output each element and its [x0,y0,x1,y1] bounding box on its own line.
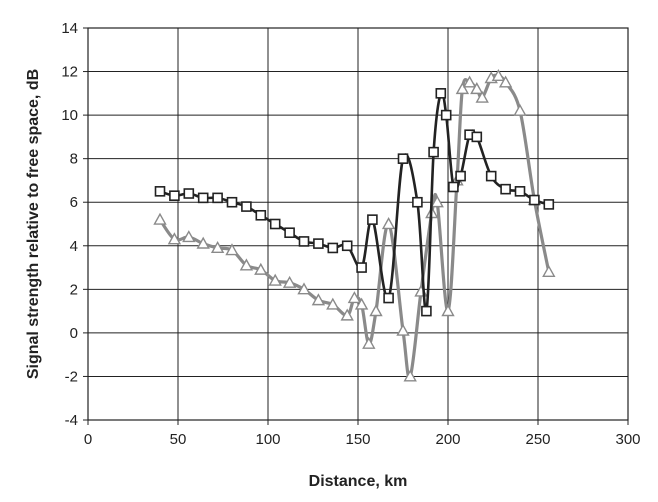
square-marker [383,292,394,304]
triangle-marker [196,236,210,249]
y-tick-label: 6 [70,194,78,211]
triangle-marker [340,308,354,321]
x-tick-label: 300 [615,431,640,448]
triangle-marker [182,230,196,243]
square-marker [435,88,447,99]
y-tick-label: 4 [70,238,78,255]
triangle-marker [254,262,268,275]
square-marker [412,196,423,208]
triangle-marker [430,195,444,208]
y-tick-label: 8 [70,151,78,168]
series-triangle [153,68,556,382]
square-marker [529,194,540,206]
y-tick-label: 12 [61,64,78,81]
triangle-marker [347,291,362,304]
square-marker [212,192,223,204]
square-marker [298,236,310,247]
square-marker [421,305,432,317]
square-marker [448,181,459,193]
triangle-marker [470,82,484,95]
square-marker [255,209,267,221]
series-square [154,88,555,317]
square-marker [284,227,295,239]
triangle-marker [362,336,376,349]
triangle-marker [239,258,254,271]
square-marker [197,192,209,204]
square-marker [367,214,378,225]
triangle-marker [326,297,340,310]
y-tick-label: -4 [65,412,78,429]
triangle-marker [542,264,556,278]
square-marker [356,262,367,273]
square-marker [428,146,439,158]
triangle-marker [498,75,513,88]
square-marker [169,190,180,201]
y-tick-label: -2 [65,368,78,385]
triangle-marker [297,282,311,295]
square-marker [543,199,555,210]
square-marker [183,188,195,199]
triangle-marker [225,243,239,256]
x-tick-label: 50 [170,431,187,448]
y-tick-label: 10 [61,107,78,124]
square-marker [327,242,339,254]
x-tick-label: 250 [525,431,550,448]
triangle-marker [513,103,527,116]
square-marker [500,183,511,195]
triangle-marker [491,68,506,82]
square-marker [226,196,238,208]
y-axis-title: Signal strength relative to free space, … [25,69,42,379]
x-tick-label: 0 [84,431,92,448]
square-marker [341,240,353,252]
square-marker [397,153,409,164]
square-marker [485,170,497,182]
square-marker [514,186,526,197]
y-tick-label: 0 [70,325,78,342]
triangle-marker [441,304,455,317]
triangle-marker [455,82,470,95]
x-tick-label: 150 [345,431,370,448]
y-tick-label: 2 [70,281,78,298]
square-marker [455,170,466,182]
x-tick-label: 100 [255,431,280,448]
x-tick-label: 200 [435,431,460,448]
triangle-marker [381,217,396,230]
square-marker [440,109,452,121]
square-marker [269,218,281,230]
triangle-marker [153,212,167,225]
triangle-marker [210,241,225,254]
square-marker [471,131,483,143]
triangle-marker [282,275,297,288]
square-marker [313,238,324,249]
x-axis-title: Distance, km [309,473,408,490]
triangle-marker [396,323,410,336]
data-series [153,68,556,382]
square-marker [154,186,166,197]
triangle-marker [268,273,282,286]
triangle-marker [311,293,326,306]
square-marker [241,201,252,212]
triangle-marker [354,297,369,310]
y-tick-label: 14 [61,20,78,37]
axis-ticks: -4 -2 0 2 4 6 8 10 12 14 0 50 100 150 200 250 300 [61,20,640,448]
triangle-marker [167,232,182,245]
triangle-marker [462,75,477,88]
triangle-marker [369,304,383,317]
triangle-marker [403,369,417,382]
triangle-marker [475,90,489,103]
